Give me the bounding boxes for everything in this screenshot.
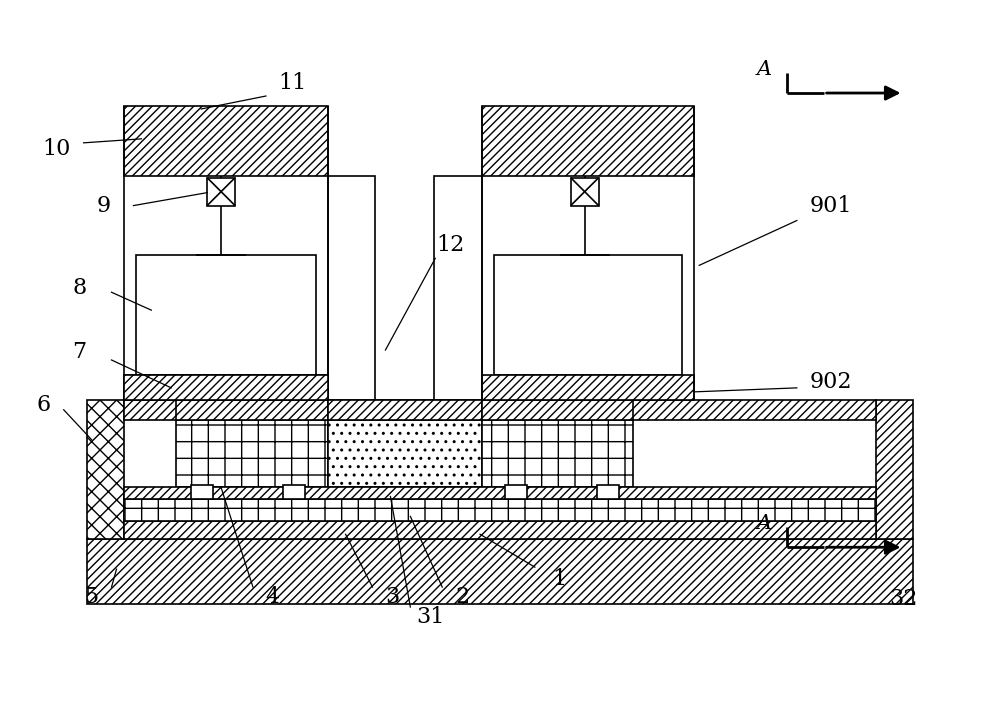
Bar — [124, 375, 328, 400]
Bar — [124, 375, 328, 400]
Bar — [176, 400, 328, 420]
Bar — [482, 400, 633, 420]
Bar — [87, 540, 913, 604]
Bar — [597, 486, 619, 499]
Bar — [124, 499, 876, 521]
Bar — [87, 400, 124, 540]
Bar — [328, 420, 482, 488]
Bar — [876, 400, 913, 540]
Bar — [283, 486, 305, 499]
Text: 901: 901 — [809, 195, 852, 217]
Bar — [571, 178, 599, 206]
Text: 11: 11 — [279, 72, 307, 94]
Text: 31: 31 — [416, 606, 444, 628]
Bar — [176, 420, 328, 488]
Bar — [482, 106, 694, 175]
Bar — [482, 375, 694, 400]
Bar — [136, 256, 316, 375]
Text: 9: 9 — [96, 195, 111, 217]
Text: 3: 3 — [385, 586, 400, 608]
Bar — [328, 400, 482, 420]
Text: 32: 32 — [889, 588, 918, 610]
Bar — [482, 420, 633, 488]
Bar — [191, 486, 213, 499]
Text: 1: 1 — [553, 568, 567, 590]
Text: 4: 4 — [266, 586, 280, 608]
Bar — [124, 521, 876, 540]
Bar — [207, 178, 235, 206]
Text: 902: 902 — [809, 371, 852, 393]
Text: A: A — [756, 514, 772, 532]
Text: 2: 2 — [455, 586, 469, 608]
Bar — [328, 175, 375, 400]
Bar — [124, 400, 876, 420]
Text: 5: 5 — [85, 586, 99, 608]
Bar — [434, 175, 482, 400]
Text: 7: 7 — [73, 341, 87, 363]
Bar — [124, 488, 876, 499]
Text: 12: 12 — [436, 234, 464, 256]
Bar — [505, 486, 527, 499]
Bar — [124, 106, 328, 175]
Text: 6: 6 — [37, 394, 51, 416]
Text: A: A — [756, 60, 772, 79]
Text: 8: 8 — [73, 278, 87, 299]
Bar — [494, 256, 682, 375]
Text: 10: 10 — [43, 138, 71, 160]
